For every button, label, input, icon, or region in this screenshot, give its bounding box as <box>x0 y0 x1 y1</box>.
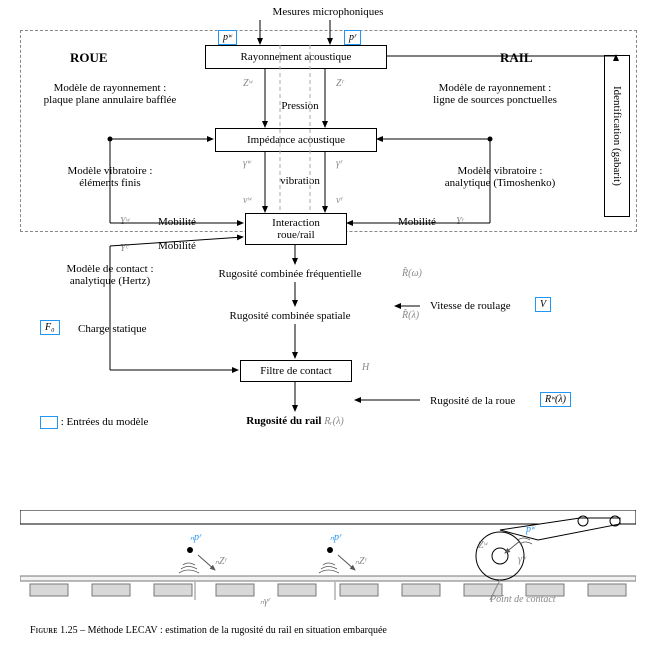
sym-vr: vʳ <box>336 195 343 206</box>
rail-rayon-desc: Modèle de rayonnement : ligne de sources… <box>400 82 590 106</box>
rug-spat: Rugosité combinée spatiale <box>190 310 390 322</box>
label-pression: Pression <box>270 100 330 112</box>
mobilite-left2: Mobilité <box>158 240 196 252</box>
ident-text: Identification (gabarit) <box>611 86 623 186</box>
il-pw: pʷ <box>526 524 535 535</box>
input-pr: pʳ <box>344 30 361 45</box>
legend-swatch <box>40 416 58 429</box>
label-vibration: vibration <box>270 175 330 187</box>
rail-vib-desc: Modèle vibratoire : analytique (Timoshen… <box>410 165 590 189</box>
sym-Rw: R̂(ω) <box>402 268 422 279</box>
input-Rw: Rʷ(λ) <box>540 392 571 407</box>
top-title: Mesures microphoniques <box>200 6 456 18</box>
box-interaction: Interaction roue/rail <box>245 213 347 245</box>
mobilite-left: Mobilité <box>158 216 196 228</box>
rug-rail: Rugosité du rail Rᵣ(λ) <box>200 415 390 427</box>
il-nZr1: ₙZʳ <box>215 556 227 567</box>
sym-gw: γʷ <box>243 158 251 169</box>
figure-caption: Fɪɢᴜʀᴇ 1.25 – Méthode LECAV : estimation… <box>30 625 387 636</box>
box-rayonnement: Rayonnement acoustique <box>205 45 387 69</box>
roue-rayon-desc: Modèle de rayonnement : plaque plane ann… <box>25 82 195 106</box>
mobilite-right: Mobilité <box>398 216 436 228</box>
roue-heading: ROUE <box>70 50 108 66</box>
sym-Yw: Yʷ <box>120 216 129 227</box>
sym-Yr: Yʳ <box>456 216 464 227</box>
il-nZr2: ₙZʳ <box>355 556 367 567</box>
charge: Charge statique <box>78 323 147 335</box>
sym-gr: γʳ <box>336 158 342 169</box>
box-impedance: Impédance acoustique <box>215 128 377 152</box>
input-V: V <box>535 297 551 312</box>
sym-Rl: R̂(λ) <box>402 310 419 321</box>
rug-freq: Rugosité combinée fréquentielle <box>190 268 390 280</box>
il-gw: γʷ <box>518 554 526 565</box>
sym-Zr: Zʳ <box>336 78 344 89</box>
roue-vib-desc: Modèle vibratoire : éléments finis <box>35 165 185 189</box>
sym-vw: vʷ <box>243 195 251 206</box>
il-npr2: ₙpʳ <box>330 532 341 543</box>
contact-desc: Modèle de contact : analytique (Hertz) <box>35 263 185 287</box>
il-point: Point de contact <box>490 594 556 605</box>
rail-heading: RAIL <box>500 50 533 66</box>
input-pw: pʷ <box>218 30 237 45</box>
il-ngr: ₙγʳ <box>260 596 270 607</box>
box-filtre: Filtre de contact <box>240 360 352 382</box>
box-ident: Identification (gabarit) <box>604 55 630 217</box>
rail-illustration: ₙpʳ ₙpʳ ₙZʳ ₙZʳ ₙγʳ pʷ Zʷ γʷ Point de co… <box>20 510 636 610</box>
input-F0: F₀ <box>40 320 60 335</box>
il-Zw: Zʷ <box>478 540 487 551</box>
legend: : Entrées du modèle <box>40 416 148 429</box>
vitesse: Vitesse de roulage <box>430 300 511 312</box>
rug-roue: Rugosité de la roue <box>430 395 515 407</box>
il-npr1: ₙpʳ <box>190 532 201 543</box>
sym-Zw: Zʷ <box>243 78 252 89</box>
sym-Yc: Yᶜ <box>120 243 128 254</box>
sym-H: H <box>362 362 369 373</box>
